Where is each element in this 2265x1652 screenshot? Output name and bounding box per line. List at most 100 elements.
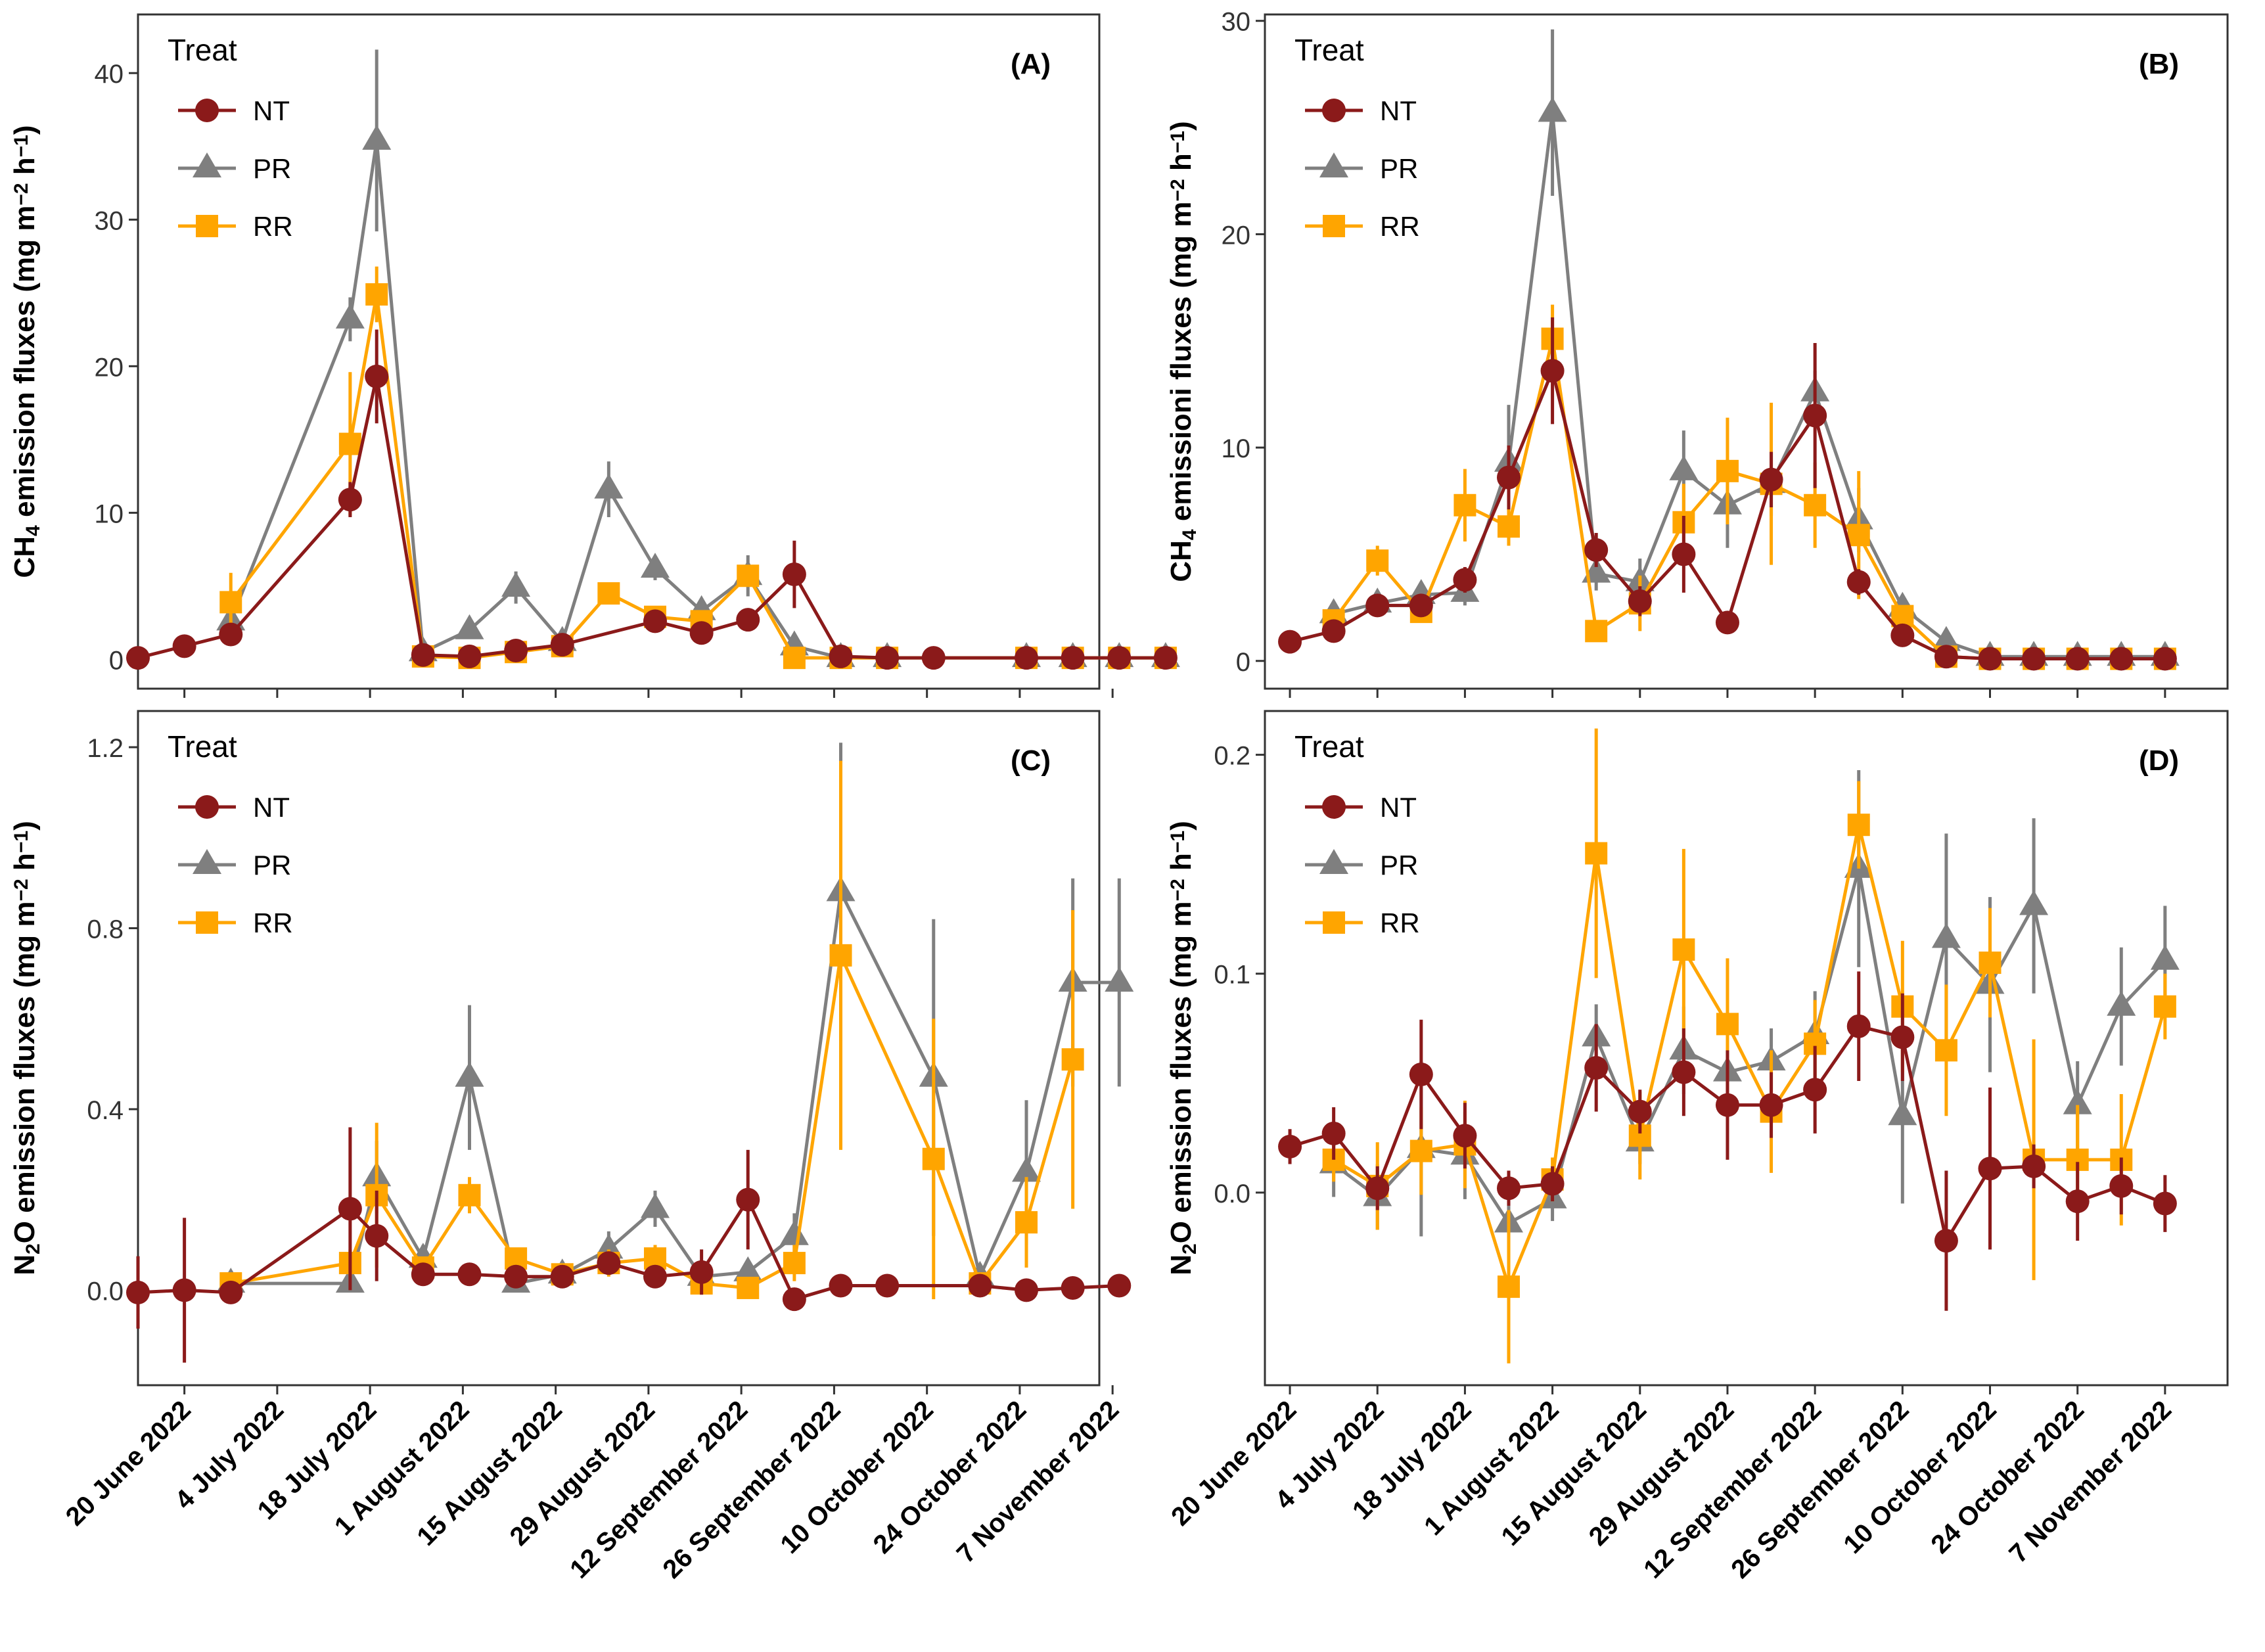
y-axis-label-part: 4 bbox=[1179, 529, 1201, 540]
legend-label: PR bbox=[1380, 153, 1418, 184]
legend-label: RR bbox=[253, 211, 293, 242]
data-point bbox=[1847, 524, 1870, 547]
data-point bbox=[196, 911, 218, 934]
data-point bbox=[1715, 610, 1739, 635]
y-tick-label: 0 bbox=[1236, 648, 1250, 677]
data-point bbox=[1803, 403, 1827, 428]
legend-title: Treat bbox=[168, 33, 237, 67]
data-point bbox=[1759, 1093, 1783, 1117]
data-point bbox=[2150, 944, 2180, 970]
data-point bbox=[689, 621, 714, 645]
data-point bbox=[126, 646, 150, 670]
data-point bbox=[2107, 990, 2136, 1016]
data-point bbox=[1846, 570, 1871, 594]
series-NT bbox=[126, 1127, 1132, 1363]
data-point bbox=[193, 849, 221, 874]
y-axis-label-part: N bbox=[1165, 1254, 1197, 1275]
data-point bbox=[411, 1262, 435, 1287]
data-point bbox=[829, 644, 853, 668]
data-point bbox=[783, 1252, 806, 1275]
data-point bbox=[1015, 1278, 1039, 1302]
series-line bbox=[1333, 823, 2167, 1289]
data-point bbox=[365, 364, 389, 388]
data-point bbox=[1319, 152, 1348, 177]
panel-frame bbox=[1264, 710, 2229, 1387]
y-axis-label-part: −1 bbox=[11, 831, 32, 853]
series-line bbox=[231, 890, 1120, 1285]
data-point bbox=[1979, 952, 2002, 975]
data-point bbox=[1716, 459, 1739, 482]
data-point bbox=[504, 1264, 528, 1289]
data-point bbox=[335, 303, 365, 329]
series-line bbox=[137, 375, 1166, 660]
data-point bbox=[875, 646, 900, 670]
y-axis-label-part: −1 bbox=[11, 135, 32, 157]
data-point bbox=[643, 609, 667, 633]
panel-tag: (A) bbox=[1011, 48, 1051, 80]
legend: Treat NT PR RR bbox=[1294, 33, 1420, 242]
data-point bbox=[1365, 593, 1390, 618]
data-point bbox=[172, 634, 196, 658]
data-point bbox=[1153, 646, 1178, 670]
x-tick-label: 15 August 2022 bbox=[1496, 1395, 1653, 1551]
data-point bbox=[1061, 1048, 1084, 1071]
panel-frame bbox=[1264, 13, 2229, 690]
legend-label: RR bbox=[253, 907, 293, 938]
data-point bbox=[921, 646, 946, 670]
data-point bbox=[1497, 1176, 1521, 1201]
data-point bbox=[501, 572, 531, 597]
data-point bbox=[782, 562, 806, 587]
y-axis-label-part: emissioni fluxes (mg m bbox=[1165, 202, 1197, 530]
y-tick-label: 20 bbox=[1222, 221, 1251, 250]
y-tick-label: 30 bbox=[1222, 8, 1251, 37]
data-point bbox=[1061, 1275, 1085, 1300]
y-tick-label: 0.1 bbox=[1214, 961, 1250, 990]
data-point bbox=[1716, 1013, 1739, 1036]
data-point bbox=[196, 215, 218, 237]
data-point bbox=[1540, 1172, 1565, 1196]
series-NT bbox=[1278, 971, 2177, 1311]
data-point bbox=[504, 639, 528, 663]
y-tick-label: 0.0 bbox=[1214, 1180, 1250, 1208]
data-point bbox=[1322, 795, 1346, 819]
data-point bbox=[1453, 1124, 1477, 1148]
data-point bbox=[689, 1260, 714, 1284]
data-point bbox=[1061, 646, 1085, 670]
legend-label: NT bbox=[253, 95, 290, 126]
legend-label: NT bbox=[253, 792, 290, 823]
y-axis-label-part: −1 bbox=[1167, 831, 1189, 853]
panel-frame bbox=[137, 710, 1101, 1387]
y-tick-label: 0 bbox=[109, 646, 124, 675]
data-point bbox=[2109, 1174, 2134, 1198]
y-tick-label: 0.8 bbox=[87, 915, 124, 944]
data-point bbox=[455, 614, 484, 639]
y-axis-label: CH4 emission fluxes (mg m−2 h−1) bbox=[9, 125, 44, 578]
y-axis-label-part: −2 bbox=[11, 183, 32, 205]
legend: Treat NT PR RR bbox=[168, 729, 293, 938]
y-tick-label: 30 bbox=[95, 206, 124, 235]
series-PR bbox=[216, 49, 1180, 668]
data-point bbox=[2109, 647, 2134, 671]
data-point bbox=[550, 633, 574, 657]
data-point bbox=[1934, 645, 1958, 669]
data-point bbox=[597, 1251, 621, 1275]
data-point bbox=[455, 1061, 484, 1087]
data-point bbox=[779, 1220, 809, 1245]
y-axis-label-part: −2 bbox=[1167, 179, 1189, 201]
panel-A: 0 10 20 30 40 CH4 emission fluxes (mg m−2 h−1… bbox=[9, 13, 1180, 698]
data-point bbox=[1409, 1139, 1432, 1162]
data-point bbox=[1321, 619, 1346, 643]
y-axis-label-part: h bbox=[1165, 153, 1197, 179]
legend-label: NT bbox=[1380, 792, 1417, 823]
panel-tag: (B) bbox=[2139, 48, 2179, 80]
y-axis-label-part: N bbox=[9, 1254, 41, 1275]
data-point bbox=[1107, 646, 1132, 670]
data-point bbox=[1890, 1025, 1915, 1049]
data-point bbox=[1584, 538, 1609, 562]
data-point bbox=[1321, 1121, 1346, 1145]
data-point bbox=[1890, 623, 1915, 647]
data-point bbox=[338, 432, 361, 455]
data-point bbox=[2063, 1089, 2092, 1114]
data-point bbox=[736, 608, 760, 632]
